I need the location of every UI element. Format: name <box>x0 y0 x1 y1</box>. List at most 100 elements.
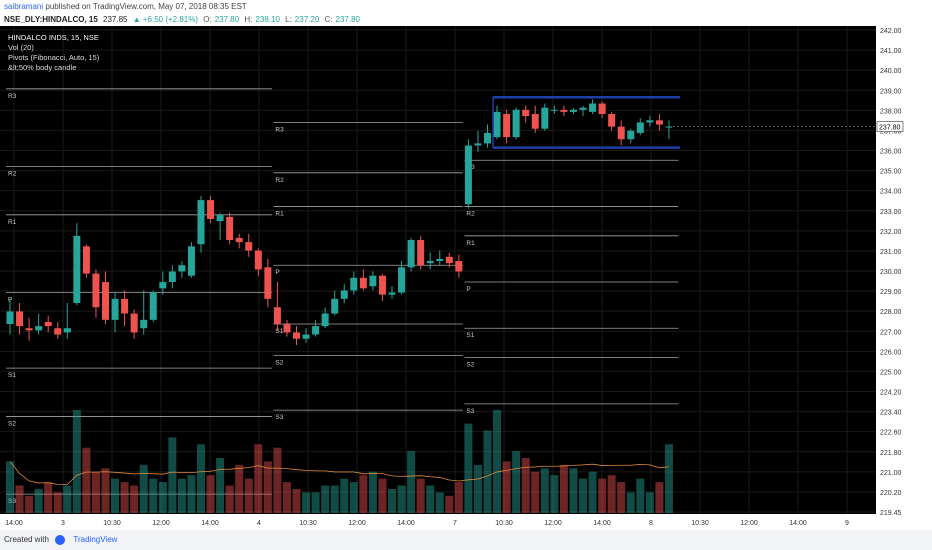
candle-body <box>455 261 463 272</box>
volume-bar <box>187 475 196 513</box>
volume-bar <box>445 495 454 513</box>
x-tick-label: 8 <box>649 520 653 527</box>
pivot-label: S2 <box>8 420 16 427</box>
symbol-label[interactable]: NSE_DLY:HINDALCO, 15 <box>4 15 98 24</box>
publish-text: published on TradingView.com, May 07, 20… <box>45 2 247 11</box>
candle-body <box>226 216 234 241</box>
pivot-label: R2 <box>275 177 284 184</box>
volume-bar <box>340 478 349 513</box>
y-tick-label: 223.40 <box>880 410 902 417</box>
volume-bar <box>302 492 311 513</box>
pivot-label: S1 <box>466 332 474 339</box>
volume-bar <box>149 478 158 513</box>
y-tick-label: 233.00 <box>880 209 902 216</box>
volume-bar <box>483 430 492 513</box>
footer-bar: Created with TradingView <box>0 530 932 550</box>
candle-body <box>665 126 673 128</box>
candle-body <box>359 277 367 289</box>
volume-bar <box>235 464 244 513</box>
volume-bar <box>321 485 330 513</box>
volume-bar <box>502 461 511 513</box>
volume-bar <box>559 464 568 513</box>
y-tick-label: 235.00 <box>880 169 902 176</box>
candle-body <box>598 103 606 115</box>
last-price: 237.85 <box>103 15 128 24</box>
x-tick-label: 12:00 <box>348 520 366 527</box>
x-tick-label: 10:30 <box>691 520 709 527</box>
volume-bar <box>435 492 444 513</box>
low-value: 237.20 <box>294 15 320 24</box>
candle-body <box>111 298 119 320</box>
volume-bar <box>664 444 673 513</box>
candle-body <box>149 292 157 320</box>
candle-body <box>264 267 272 299</box>
pivot-label: S3 <box>275 414 283 421</box>
candle-body <box>340 290 348 299</box>
candle-body <box>302 334 310 339</box>
volume-bar <box>101 468 110 513</box>
volume-bar <box>311 492 320 513</box>
candle-body <box>293 332 300 339</box>
volume-bar <box>569 468 578 513</box>
pivot-label: S2 <box>275 360 283 367</box>
volume-bar <box>655 482 664 513</box>
candle-body <box>426 261 434 264</box>
volume-bar <box>493 409 502 513</box>
candle-body <box>350 277 358 291</box>
candle-body <box>407 240 415 268</box>
x-tick-label: 4 <box>257 520 261 527</box>
price-change: ▲ +6.50 (+2.81%) <box>132 15 199 24</box>
x-tick-label: 12:00 <box>740 520 758 527</box>
volume-bar <box>512 451 521 513</box>
candle-body <box>541 107 549 129</box>
candle-body <box>102 282 109 320</box>
y-tick-label: 241.00 <box>880 48 902 55</box>
candle-body <box>6 311 14 325</box>
tradingview-link[interactable]: TradingView <box>73 535 118 544</box>
volume-bar <box>72 409 81 513</box>
candle-body <box>16 311 24 327</box>
y-tick-label: 238.00 <box>880 108 902 115</box>
volume-bar <box>540 468 549 513</box>
candlestick-chart[interactable]: 242.00 241.00 240.00 239.00 238.00 237.00 236.… <box>0 26 932 530</box>
y-tick-label: 226.00 <box>880 349 902 356</box>
candle-body <box>646 120 654 123</box>
volume-bar <box>6 461 14 513</box>
candle-body <box>54 328 62 335</box>
y-tick-label: 234.00 <box>880 189 902 196</box>
candle-body <box>82 246 90 274</box>
volume-bar <box>464 423 473 513</box>
volume-bar <box>168 437 177 513</box>
volume-bar <box>263 461 272 513</box>
volume-bar <box>53 492 62 513</box>
volume-bar <box>139 464 148 513</box>
candle-body <box>25 328 33 331</box>
author-link[interactable]: saibramani <box>4 2 44 11</box>
volume-bar <box>158 482 167 513</box>
candle-body <box>44 321 52 327</box>
y-tick-label: 227.00 <box>880 329 902 336</box>
volume-bar <box>282 482 291 513</box>
y-tick-label: 239.00 <box>880 88 902 95</box>
y-tick-label: 232.00 <box>880 229 902 236</box>
candle-body <box>512 109 520 138</box>
volume-bar <box>34 488 43 513</box>
pivot-label: S3 <box>466 408 474 415</box>
candle-body <box>484 132 491 144</box>
volume-bar <box>426 485 435 513</box>
candle-body <box>312 326 320 335</box>
candle-body <box>235 237 243 243</box>
candle-body <box>608 114 616 127</box>
candle-body <box>245 242 253 251</box>
candle-body <box>550 109 558 111</box>
last-price-label: 237.80 <box>879 125 901 132</box>
candle-body <box>655 120 663 125</box>
y-tick-label: 236.00 <box>880 149 902 156</box>
candle-body <box>503 114 511 138</box>
volume-bar <box>111 478 120 513</box>
volume-bar <box>63 485 72 513</box>
volume-bar <box>359 475 368 513</box>
volume-bar <box>636 478 645 513</box>
chart-area[interactable]: 242.00 241.00 240.00 239.00 238.00 237.00 236.… <box>0 26 932 530</box>
candle-body <box>216 214 224 222</box>
